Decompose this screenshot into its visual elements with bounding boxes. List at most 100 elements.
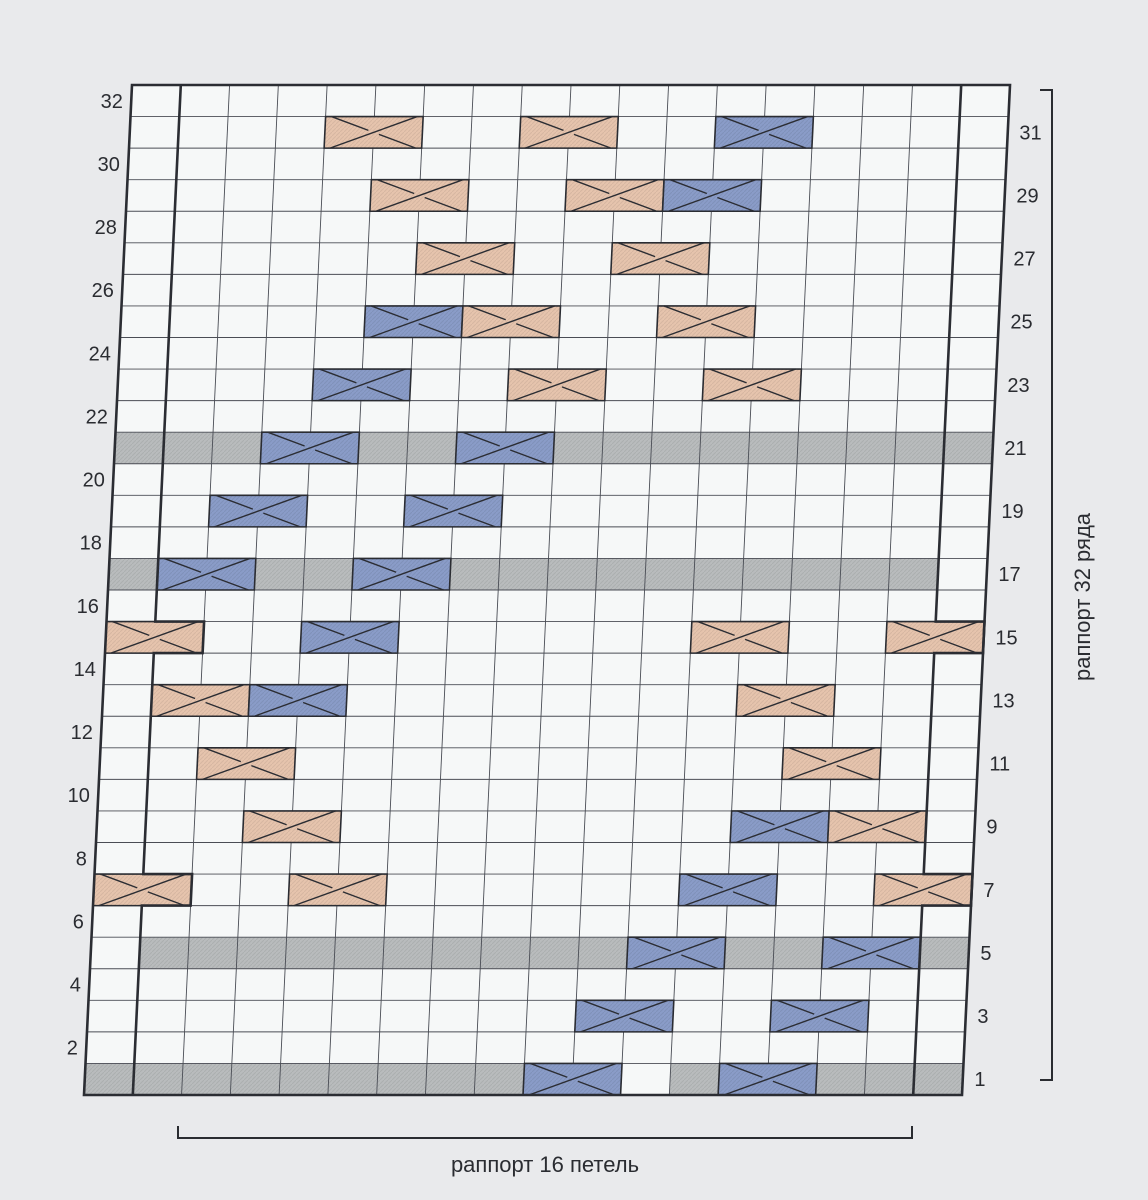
shaded-cell-texture <box>650 432 701 464</box>
shaded-cell-texture <box>943 432 994 464</box>
cable-strand-under <box>406 575 444 591</box>
cable-strand-under <box>633 936 672 952</box>
shaded-cell-texture <box>114 432 165 464</box>
cable-strand-under <box>422 242 461 258</box>
row-number-right: 19 <box>1001 501 1023 523</box>
row-number-right: 29 <box>1016 185 1038 207</box>
cable-strand-under <box>577 1080 615 1096</box>
row-number-left: 6 <box>73 911 84 933</box>
cable-strand-under <box>721 115 759 131</box>
cable-strand-under <box>711 323 749 339</box>
peach-cable-symbol <box>564 178 665 213</box>
grid-column-line <box>863 84 913 1096</box>
cable-strand-under <box>458 512 496 528</box>
cable-strand-over <box>202 747 290 781</box>
cable-strand-over <box>580 999 669 1033</box>
cable-strand-over <box>409 494 498 528</box>
shaded-cell-texture <box>772 937 824 969</box>
cable-strand-over <box>891 620 979 654</box>
shaded-cell-texture <box>236 937 287 969</box>
peach-cable-symbol <box>92 873 193 907</box>
cable-strand-over <box>329 115 418 149</box>
cable-symbols <box>92 115 986 1096</box>
cable-strand-under <box>526 115 564 131</box>
cable-strand-under <box>617 242 656 258</box>
row-number-right: 31 <box>1019 122 1041 144</box>
peach-cable-symbol <box>149 683 251 718</box>
cable-strand-under <box>163 557 202 573</box>
blue-cable-symbol <box>454 431 556 465</box>
blue-cable-symbol <box>661 178 763 213</box>
cable-strand-over <box>719 115 808 149</box>
cable-strand-over <box>317 368 406 402</box>
cable-strand-under <box>882 828 920 844</box>
cable-strand-under <box>295 873 333 889</box>
row-number-right: 15 <box>995 627 1017 649</box>
row-number-left: 16 <box>77 596 99 618</box>
shaded-cell-texture <box>406 432 457 464</box>
cable-strand-under <box>732 891 771 907</box>
shaded-cell-texture <box>894 432 945 464</box>
cable-strand-under <box>561 386 600 402</box>
blue-cable-symbol <box>247 683 349 718</box>
cable-strand-over <box>741 684 830 717</box>
shaded-cell-texture <box>449 558 500 590</box>
cable-strand-under <box>470 259 508 276</box>
peach-cable-symbol <box>287 873 389 907</box>
cable-strand-under <box>424 196 462 212</box>
row-number-left: 32 <box>101 91 123 113</box>
cable-strand-under <box>663 305 702 321</box>
shaded-cell-texture <box>845 432 896 464</box>
peach-cable-symbol <box>826 810 928 844</box>
cable-strand-over <box>668 179 756 212</box>
cable-strand-under <box>376 179 415 195</box>
cable-strand-under <box>462 431 500 447</box>
grid-column-line <box>717 84 767 1096</box>
cable-strand-under <box>772 1080 811 1096</box>
peach-cable-symbol <box>369 178 470 213</box>
shaded-cell-texture <box>480 937 531 969</box>
cable-strand-over <box>879 873 967 907</box>
cable-strand-under <box>314 449 353 465</box>
cable-strand-over <box>265 431 354 465</box>
cable-strand-under <box>319 368 357 384</box>
cable-strand-under <box>112 620 150 636</box>
shaded-cell-texture <box>162 432 214 464</box>
cable-strand-under <box>768 133 807 149</box>
cable-strand-under <box>744 638 783 654</box>
cable-strand-under <box>717 196 755 212</box>
shaded-cell-texture <box>138 937 190 969</box>
row-number-right: 25 <box>1010 312 1032 334</box>
stitch-repeat-label: раппорт 16 петель <box>451 1152 639 1177</box>
shaded-cell-texture <box>303 558 354 590</box>
shaded-cell-texture <box>327 1063 379 1095</box>
blue-cable-symbol <box>299 620 401 654</box>
row-repeat-label: раппорт 32 ряда <box>1070 512 1095 681</box>
cable-strand-under <box>378 133 417 149</box>
peach-cable-symbol <box>609 242 711 276</box>
cable-strand-over <box>98 873 187 907</box>
cable-strand-under <box>267 431 305 447</box>
cable-strand-under <box>530 1062 568 1078</box>
cable-strand-over <box>524 115 613 149</box>
shaded-cell-texture <box>595 558 647 590</box>
cable-strand-over <box>293 873 382 907</box>
cable-strand-over <box>662 305 750 339</box>
shaded-cell-texture <box>108 558 159 590</box>
cable-strand-over <box>305 620 394 654</box>
cable-strand-under <box>880 873 918 889</box>
peach-cable-symbol <box>735 683 837 718</box>
shaded-cell-texture <box>230 1063 281 1095</box>
peach-cable-symbol <box>781 747 882 781</box>
blue-cable-symbol <box>769 999 870 1033</box>
left-repeat-edge <box>131 84 206 1096</box>
row-number-right: 3 <box>977 1006 988 1028</box>
peach-cable-symbol <box>872 873 974 907</box>
cable-strand-over <box>461 431 549 465</box>
blue-cable-symbol <box>363 305 464 339</box>
row-number-left: 20 <box>83 470 105 492</box>
shaded-rows <box>84 432 994 1095</box>
cable-strand-under <box>514 368 552 384</box>
peach-cable-symbol <box>518 115 620 149</box>
cable-strand-under <box>366 386 405 402</box>
